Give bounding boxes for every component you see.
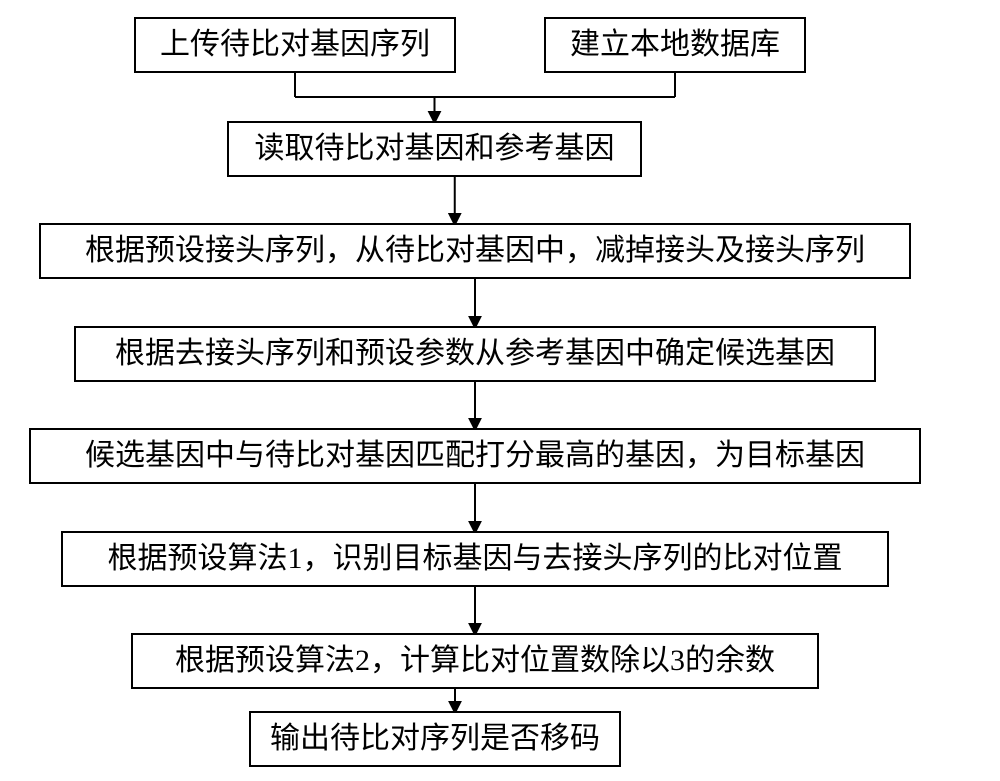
flow-node-label: 根据预设算法2，计算比对位置数除以3的余数 (175, 644, 775, 677)
flow-node-label: 读取待比对基因和参考基因 (255, 132, 615, 165)
flow-node-n3: 根据去接头序列和预设参数从参考基因中确定候选基因 (75, 327, 875, 381)
flow-node-label: 建立本地数据库 (570, 28, 780, 61)
flow-node-n7: 输出待比对序列是否移码 (250, 712, 620, 766)
flow-node-n5: 根据预设算法1，识别目标基因与去接头序列的比对位置 (62, 532, 888, 586)
flow-node-label: 根据去接头序列和预设参数从参考基因中确定候选基因 (115, 337, 835, 370)
flow-node-n0b: 建立本地数据库 (545, 18, 805, 72)
flow-node-label: 根据预设算法1，识别目标基因与去接头序列的比对位置 (108, 542, 843, 575)
flow-node-n2: 根据预设接头序列，从待比对基因中，减掉接头及接头序列 (40, 224, 910, 278)
flow-node-n1: 读取待比对基因和参考基因 (228, 122, 641, 176)
flow-node-n0a: 上传待比对基因序列 (135, 18, 455, 72)
flow-node-label: 根据预设接头序列，从待比对基因中，减掉接头及接头序列 (85, 234, 865, 267)
flow-node-label: 上传待比对基因序列 (160, 28, 430, 61)
flow-node-n4: 候选基因中与待比对基因匹配打分最高的基因，为目标基因 (30, 429, 920, 483)
flow-node-label: 输出待比对序列是否移码 (270, 722, 600, 755)
flow-node-label: 候选基因中与待比对基因匹配打分最高的基因，为目标基因 (85, 439, 865, 472)
flow-node-n6: 根据预设算法2，计算比对位置数除以3的余数 (132, 634, 818, 688)
flowchart-canvas: 上传待比对基因序列 建立本地数据库读取待比对基因和参考基因根据预设接头序列，从待比… (0, 0, 1000, 781)
